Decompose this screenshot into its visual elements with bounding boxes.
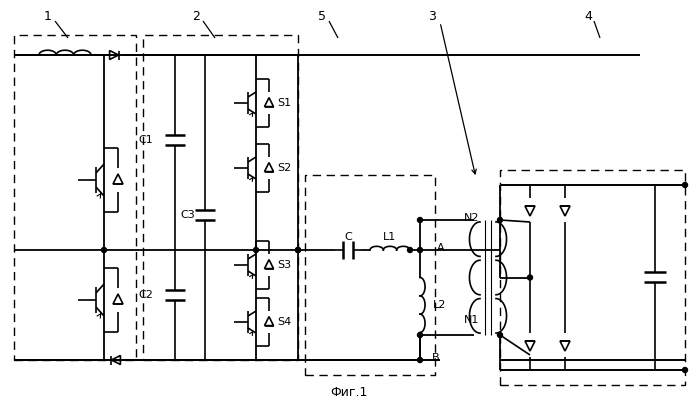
Text: S2: S2 [277,163,291,173]
Circle shape [417,358,422,362]
Circle shape [528,275,533,280]
Circle shape [498,332,503,337]
Text: 3: 3 [428,10,436,23]
Text: S4: S4 [277,317,291,327]
Text: L1: L1 [383,232,396,242]
Text: 5: 5 [318,10,326,23]
Text: 2: 2 [192,10,200,23]
Circle shape [296,248,301,252]
Text: 1: 1 [44,10,52,23]
Text: C1: C1 [138,135,153,145]
Text: N2: N2 [464,213,480,223]
Text: C3: C3 [180,210,195,220]
Text: Фиг.1: Фиг.1 [331,387,368,400]
Circle shape [682,183,688,187]
Circle shape [296,248,301,252]
Circle shape [254,248,259,252]
Text: C2: C2 [138,290,153,300]
Text: S3: S3 [277,260,291,270]
Text: L2: L2 [433,300,447,310]
Text: S1: S1 [277,98,291,108]
Text: 4: 4 [584,10,592,23]
Circle shape [682,368,688,372]
Circle shape [417,332,422,337]
Text: N1: N1 [464,315,480,325]
Circle shape [498,217,503,223]
Circle shape [408,248,412,252]
Text: C: C [344,232,352,242]
Bar [14,35,136,360]
Bar [305,175,435,375]
Circle shape [417,248,422,252]
Circle shape [417,217,422,223]
Text: A: A [437,243,445,253]
Bar [143,35,298,360]
Text: B: B [432,353,440,363]
Circle shape [101,248,106,252]
Bar [500,170,685,385]
